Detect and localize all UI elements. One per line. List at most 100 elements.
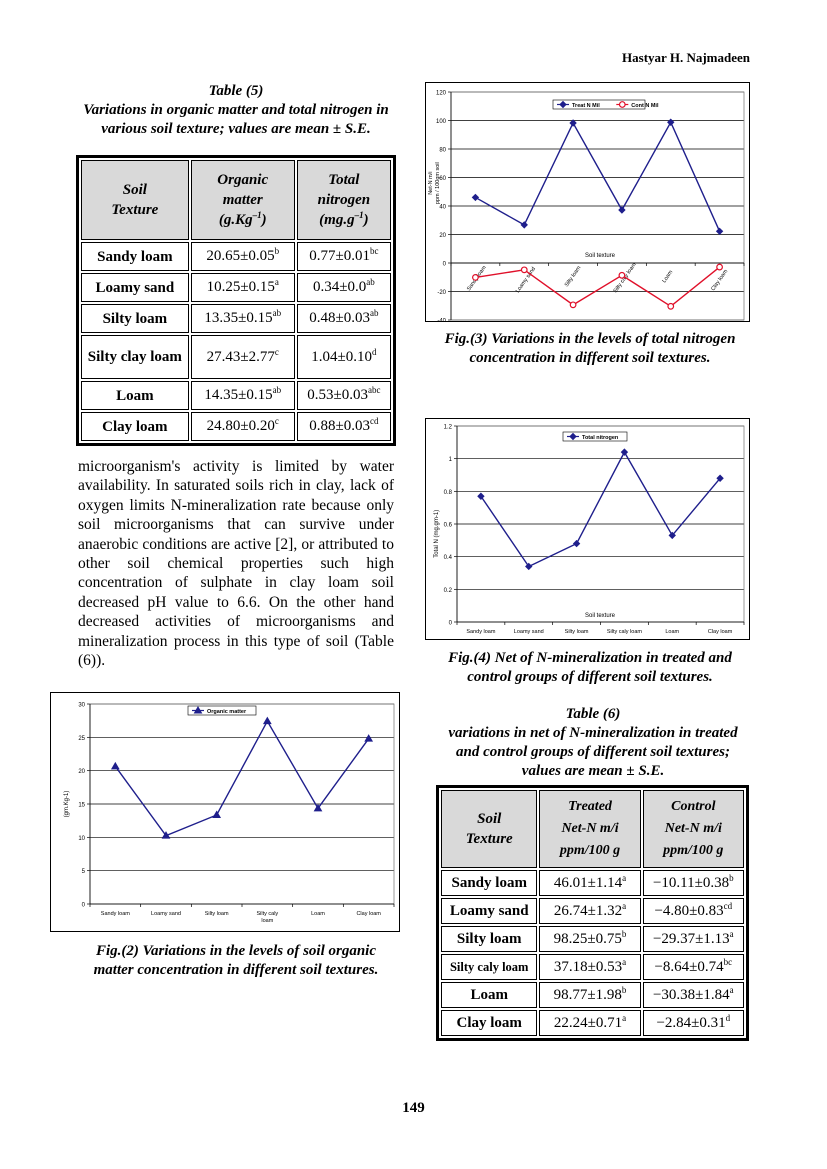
y-tick-label: 1.2: [444, 425, 453, 431]
table6-header-treated: Treated Net-N m/i ppm/100 g: [539, 790, 641, 868]
significance-letter: b: [274, 246, 280, 256]
x-tick-label: Silty loam: [205, 911, 229, 917]
data-point: [520, 266, 528, 274]
y-tick-label: 30: [78, 703, 85, 709]
cell-value: 26.74±1.32: [553, 902, 623, 919]
significance-letter: ab: [272, 308, 282, 318]
y-tick-label: 25: [78, 736, 85, 742]
data-point: [618, 206, 626, 214]
cell-value: 46.01±1.14: [553, 874, 623, 891]
y-tick-label: 40: [439, 205, 446, 211]
data-point: [667, 118, 675, 126]
row-soil-texture: Silty caly loam: [441, 954, 538, 980]
significance-letter: ab: [366, 277, 375, 287]
row-soil-texture: Silty clay loam: [81, 335, 189, 379]
cell-value: 37.18±0.53: [553, 958, 623, 975]
legend-box: [552, 99, 646, 110]
y-tick-label: 0: [443, 262, 447, 268]
total-nitrogen-cell: 0.53±0.03abc: [296, 381, 391, 410]
data-point: [572, 539, 581, 548]
treated-value-cell: 26.74±1.32a: [539, 898, 641, 924]
x-tick-label: Clay loam: [708, 629, 733, 635]
organic-matter-cell: 20.65±0.05b: [190, 242, 295, 271]
organic-matter-cell: 27.43±2.77c: [190, 335, 295, 379]
treated-value-cell: 37.18±0.53a: [539, 954, 641, 980]
cell-value: −10.11±0.38: [652, 874, 730, 891]
series-line-organic-matter: [114, 719, 370, 837]
cell-value: 13.35±0.15: [204, 310, 273, 326]
cell-value: 14.35±0.15: [204, 387, 273, 403]
organic-matter-cell: 13.35±0.15ab: [190, 304, 295, 333]
significance-letter: cd: [723, 900, 733, 911]
table-row: Silty caly loam 37.18±0.53a −8.64±0.74bc: [441, 954, 744, 980]
table6-header-control: Control Net-N m/i ppm/100 g: [642, 790, 744, 868]
y-tick-label: 0: [449, 621, 453, 627]
y-tick-label: 20: [78, 769, 85, 775]
significance-letter: a: [622, 900, 627, 911]
control-value-cell: −30.38±1.84a: [642, 982, 744, 1008]
x-tick-label: Sandy loam: [101, 911, 130, 917]
significance-letter: cd: [369, 416, 379, 426]
chart-frame: [425, 82, 750, 322]
running-header-author: Hastyar H. Najmadeen: [622, 50, 750, 65]
table6-caption: Table (6) variations in net of N-mineral…: [438, 705, 748, 781]
x-tick-label: Clay loam: [356, 911, 381, 917]
y-tick-label: -20: [437, 290, 446, 296]
data-point: [716, 263, 723, 271]
table5-caption: Table (5) Variations in organic matter a…: [78, 82, 394, 139]
table5-header-tn: Total nitrogen (mg.g–1): [296, 160, 391, 240]
cell-value: −8.64±0.74: [654, 958, 724, 975]
total-nitrogen-cell: 0.48±0.03ab: [296, 304, 391, 333]
table5: Soil Texture Organic matter (g.Kg–1) Total n…: [76, 155, 396, 446]
row-soil-texture: Silty loam: [441, 926, 538, 952]
row-soil-texture: Loamy sand: [441, 898, 538, 924]
table5-number: Table (5): [208, 83, 264, 99]
significance-letter: a: [622, 1012, 627, 1023]
significance-letter: d: [725, 1012, 731, 1023]
significance-letter: c: [274, 416, 279, 426]
x-tick-label: Silty loam: [565, 629, 589, 635]
cell-value: −30.38±1.84: [652, 986, 730, 1003]
y-tick-label: 0: [82, 903, 86, 909]
data-point: [618, 271, 626, 279]
y-tick-label: 80: [439, 148, 446, 154]
organic-matter-cell: 10.25±0.15a: [190, 273, 295, 302]
significance-letter: bc: [369, 246, 379, 256]
significance-letter: b: [729, 872, 734, 883]
y-tick-label: 120: [436, 91, 447, 97]
data-point: [212, 810, 222, 818]
data-point: [477, 492, 485, 500]
series-line-total-nitrogen: [480, 450, 721, 568]
data-point: [161, 831, 171, 839]
series-line-treat-n-mil: [475, 120, 721, 232]
data-point: [364, 734, 374, 742]
treated-value-cell: 98.77±1.98b: [539, 982, 641, 1008]
y-tick-label: 100: [436, 119, 447, 125]
total-nitrogen-cell: 0.77±0.01bc: [296, 242, 391, 271]
data-point: [569, 301, 577, 309]
significance-letter: a: [729, 928, 734, 939]
table6: Soil Texture Treated Net-N m/i ppm/100 g Co…: [436, 785, 749, 1041]
x-tick-label: Loamy sand: [151, 911, 181, 917]
treated-value-cell: 46.01±1.14a: [539, 870, 641, 896]
cell-value: 20.65±0.05: [206, 248, 275, 264]
y-axis-label: Total N (mg.gm-1): [434, 510, 440, 558]
significance-letter: a: [622, 872, 627, 883]
legend-box: [187, 705, 257, 716]
control-value-cell: −2.84±0.31d: [642, 1010, 744, 1036]
significance-letter: ab: [272, 385, 282, 395]
cell-value: 0.77±0.01: [309, 248, 370, 264]
legend-marker: [618, 101, 626, 108]
page-number: 149: [402, 1100, 425, 1116]
fig3-caption: Fig.(3) Variations in the levels of tota…: [444, 331, 736, 366]
table6-number: Table (6): [565, 706, 621, 722]
significance-letter: a: [274, 277, 279, 287]
data-point: [262, 716, 272, 725]
cell-value: 24.80±0.20: [206, 418, 275, 434]
row-soil-texture: Clay loam: [441, 1010, 538, 1036]
fig2-chart: 30 25 20 15 10 5 0 Sandy loam Loamy sand Silty lo…: [50, 692, 400, 932]
data-point: [472, 274, 479, 281]
organic-matter-cell: 24.80±0.20c: [190, 412, 295, 441]
table-row: Loamy sand 26.74±1.32a −4.80±0.83cd: [441, 898, 744, 924]
